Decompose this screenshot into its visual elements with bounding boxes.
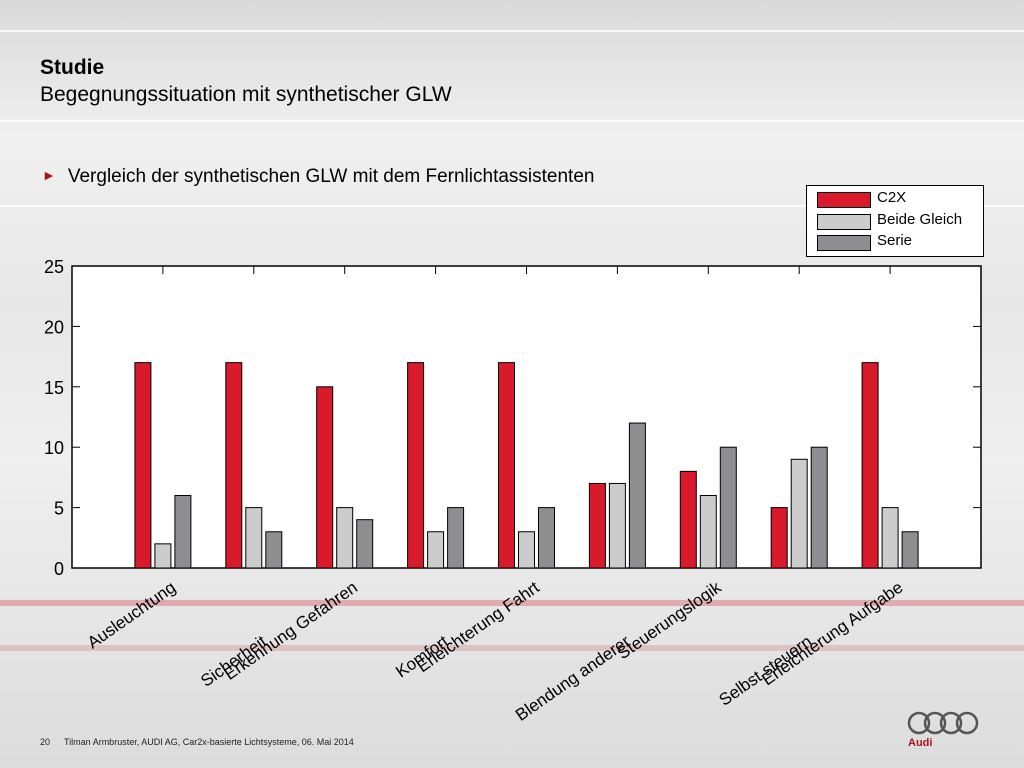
bar-serie — [901, 531, 919, 569]
footer-text: Tilman Armbruster, AUDI AG, Car2x-basier… — [64, 737, 354, 747]
triangle-right-icon: ► — [42, 167, 56, 183]
bar-beide-gleich — [336, 507, 354, 569]
bar-c2x — [407, 362, 425, 569]
legend-label: Serie — [877, 232, 913, 249]
floor-marking — [0, 645, 1024, 651]
slide-header: Studie Begegnungssituation mit synthetis… — [40, 55, 452, 109]
slide-title: Studie — [40, 56, 105, 79]
legend-swatch-beide-gleich — [817, 214, 871, 230]
bar-beide-gleich — [608, 482, 626, 569]
bar-serie — [447, 507, 465, 569]
audi-logo-text: Audi — [908, 737, 933, 749]
bar-serie — [538, 507, 555, 569]
bar-c2x — [134, 362, 152, 569]
y-tick-label: 20 — [44, 317, 64, 337]
bar-serie — [265, 531, 283, 569]
x-tick-label: Erleichterung Fahrt — [413, 578, 543, 677]
y-tick-label: 10 — [44, 438, 64, 458]
y-tick-label: 5 — [54, 499, 64, 519]
legend-label: C2X — [877, 189, 907, 206]
bar-c2x — [316, 386, 334, 569]
bar-beide-gleich — [518, 531, 535, 569]
y-tick-label: 15 — [44, 378, 64, 398]
bar-beide-gleich — [154, 543, 172, 569]
bar-c2x — [225, 362, 243, 569]
y-tick-label: 0 — [54, 559, 64, 579]
bars-group — [134, 362, 919, 569]
x-tick-label: Ausleuchtung — [84, 578, 179, 653]
audi-rings-icon — [907, 711, 979, 735]
bar-beide-gleich — [699, 495, 717, 569]
chart-legend: C2X Beide Gleich Serie — [806, 185, 984, 257]
background-light-strip — [0, 205, 1024, 207]
bar-serie — [356, 519, 374, 569]
bar-beide-gleich — [881, 507, 899, 569]
bullet-text: Vergleich der synthetischen GLW mit dem … — [67, 166, 595, 187]
background-light-strip — [0, 120, 1024, 122]
bar-c2x — [770, 507, 788, 569]
audi-logo: Audi — [905, 710, 985, 755]
x-tick-label: Erkennung Gefahren — [221, 578, 361, 684]
bar-serie — [628, 422, 646, 569]
plot-area — [71, 265, 982, 569]
bar-c2x — [679, 470, 697, 569]
y-tick-label: 25 — [44, 257, 64, 277]
x-tick-label: Steuerungslogik — [614, 577, 725, 663]
bar-beide-gleich — [245, 507, 263, 569]
slide-footer: 20 Tilman Armbruster, AUDI AG, Car2x-basi… — [40, 737, 368, 747]
bar-serie — [810, 446, 828, 569]
legend-swatch-c2x — [817, 192, 871, 208]
page-number: 20 — [40, 737, 51, 747]
bar-beide-gleich — [427, 531, 445, 569]
background-light-strip — [0, 30, 1024, 32]
bar-c2x — [498, 362, 515, 569]
bar-c2x — [588, 482, 606, 569]
y-axis: 0 5 10 15 20 25 — [44, 257, 981, 579]
bar-beide-gleich — [790, 458, 808, 569]
floor-marking — [0, 600, 1024, 606]
legend-label: Beide Gleich — [877, 211, 963, 228]
slide-subtitle: Begegnungssituation mit synthetischer GL… — [40, 83, 452, 106]
legend-swatch-serie — [817, 235, 871, 251]
bullet-point: ► Vergleich der synthetischen GLW mit dem… — [42, 166, 594, 188]
x-tick-label: Erleichterung Aufgabe — [758, 578, 906, 690]
bar-serie — [174, 495, 192, 569]
bar-serie — [719, 446, 737, 569]
bar-c2x — [861, 362, 879, 569]
